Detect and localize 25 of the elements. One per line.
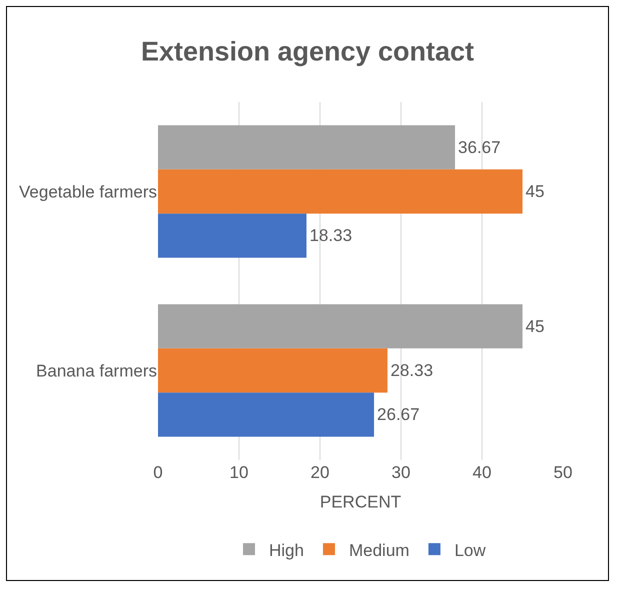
x-tick-label: 40 [472, 463, 492, 482]
x-tick-label: 50 [554, 463, 572, 482]
y-tick-label: Vegetable farmers [19, 182, 157, 202]
bar [158, 125, 456, 170]
x-axis-title: PERCENT [320, 492, 402, 512]
bar [158, 214, 306, 258]
legend-label: Low [454, 540, 486, 560]
bar [158, 348, 388, 393]
x-tick-label: 20 [310, 463, 330, 482]
legend-label: High [269, 540, 304, 560]
y-tick-label: Banana farmers [36, 361, 157, 380]
x-tick-label: 30 [392, 463, 410, 482]
data-label: 28.33 [390, 361, 434, 380]
data-label: 26.67 [377, 405, 420, 424]
chart-title: Extension agency contact [140, 36, 474, 66]
legend-label: Medium [348, 540, 410, 560]
x-tick-label: 10 [230, 463, 248, 482]
bar [158, 392, 374, 437]
data-label: 45 [526, 182, 544, 201]
x-tick-label: 0 [153, 463, 163, 482]
bar [158, 304, 522, 348]
data-label: 36.67 [458, 138, 501, 157]
data-label: 18.33 [309, 226, 352, 246]
data-label: 45 [526, 316, 544, 336]
bar [158, 169, 522, 214]
